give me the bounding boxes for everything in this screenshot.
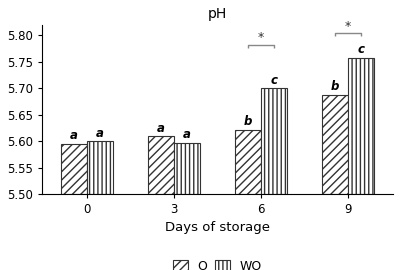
- Text: b: b: [331, 80, 339, 93]
- Text: a: a: [183, 129, 191, 141]
- Bar: [87, 141, 113, 194]
- Text: a: a: [70, 130, 78, 143]
- X-axis label: Days of storage: Days of storage: [165, 221, 270, 234]
- Bar: [61, 144, 87, 194]
- Bar: [322, 95, 348, 194]
- Text: a: a: [157, 122, 165, 134]
- Title: pH: pH: [208, 7, 227, 21]
- Text: *: *: [258, 32, 264, 45]
- Bar: [348, 58, 374, 194]
- Text: c: c: [270, 74, 278, 87]
- Text: *: *: [345, 20, 351, 33]
- Text: a: a: [96, 127, 104, 140]
- Bar: [148, 136, 174, 194]
- Legend: O, WO: O, WO: [173, 260, 262, 270]
- Text: b: b: [244, 115, 252, 128]
- Bar: [174, 143, 200, 194]
- Bar: [261, 89, 287, 194]
- Text: c: c: [358, 43, 364, 56]
- Bar: [235, 130, 261, 194]
